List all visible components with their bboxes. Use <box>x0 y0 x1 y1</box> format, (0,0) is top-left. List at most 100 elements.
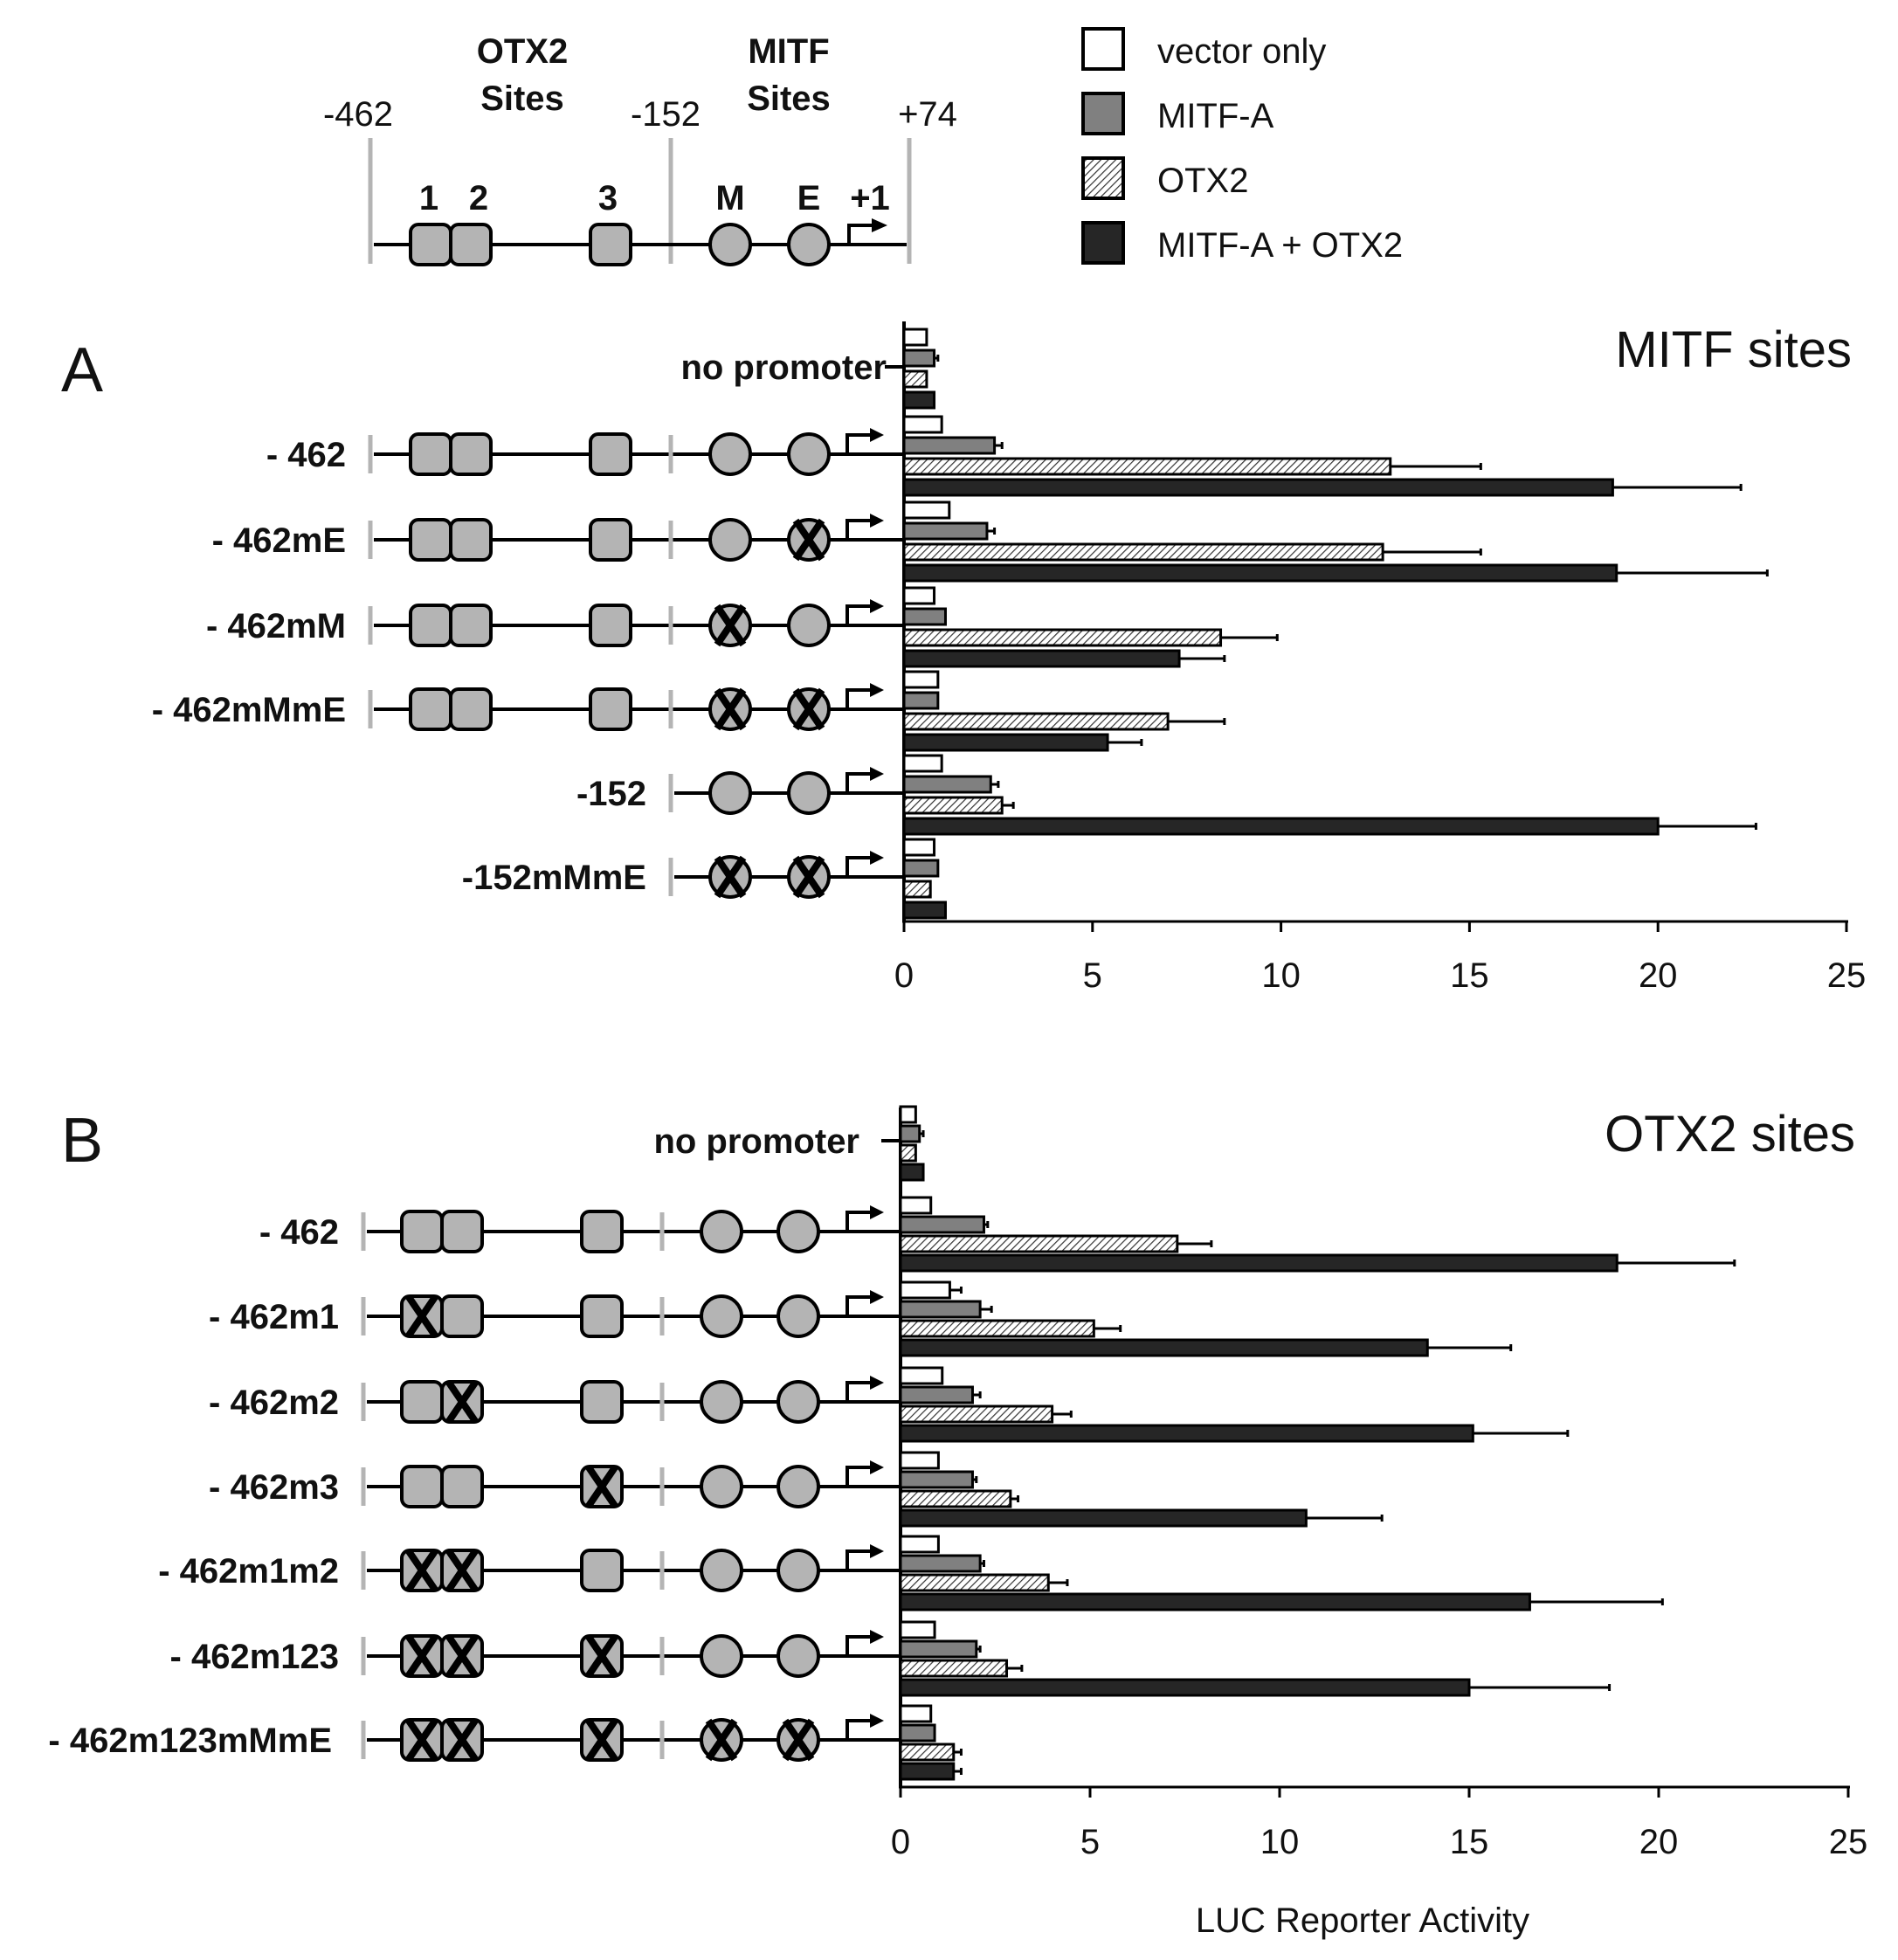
tss-arrow-icon <box>845 1466 877 1487</box>
tss-arrow-icon <box>845 1211 877 1232</box>
construct-label: - 462m1m2 <box>158 1552 339 1591</box>
mitf-site-m-circle <box>700 1380 743 1424</box>
construct-row: - 462m123 <box>170 1620 1612 1697</box>
otx2-site-2-box <box>449 604 493 647</box>
mitf-site-e-circle <box>776 1634 820 1678</box>
tss-arrow-icon <box>845 688 877 709</box>
bar-2 <box>902 607 947 626</box>
bar-1 <box>902 670 940 689</box>
tss-arrow-icon <box>845 1719 877 1740</box>
mitf-site-m-x-mark <box>714 604 747 647</box>
tss-arrowhead-icon <box>870 767 884 781</box>
construct-row: -152mMmE <box>462 838 947 920</box>
bar-1 <box>899 1105 917 1124</box>
site-2-label: 2 <box>469 179 488 217</box>
otx2-site-3-box <box>589 687 632 731</box>
tss-arrowhead-icon <box>870 1290 884 1304</box>
construct-label: - 462 <box>266 436 346 474</box>
otx2-site-3-box <box>589 432 632 476</box>
bar-1 <box>899 1620 936 1639</box>
mitf-site-m-x-mark <box>714 855 747 899</box>
mitf-site-e-circle <box>787 432 831 476</box>
mitf-site-m-circle <box>700 1549 743 1592</box>
construct-label: -152mMmE <box>462 859 646 897</box>
x-tick-label-10: 10 <box>1260 1823 1300 1861</box>
bar-1 <box>902 500 951 520</box>
construct-row: -152 <box>576 754 1757 836</box>
construct-label: - 462m123mMmE <box>48 1722 332 1760</box>
bar-2 <box>899 1723 936 1743</box>
bar-4 <box>899 1678 1471 1697</box>
construct-label: - 462 <box>259 1213 339 1252</box>
bar-2 <box>902 521 989 541</box>
bar-1 <box>899 1451 940 1470</box>
otx2-site-2-box <box>449 687 493 731</box>
panel-letter: B <box>61 1106 103 1176</box>
construct-row: - 462m123mMmE <box>48 1704 963 1781</box>
bar-4 <box>902 563 1618 583</box>
otx2-site-2-box <box>449 432 493 476</box>
bar-2 <box>902 436 997 455</box>
otx2-site-3-x-mark <box>585 1718 618 1762</box>
mitf-site-e-circle <box>787 604 831 647</box>
x-tick-label-5: 5 <box>1083 956 1102 995</box>
bar-4 <box>899 1592 1531 1611</box>
bar-1 <box>899 1535 940 1554</box>
otx2-site-1-box <box>400 1210 444 1253</box>
x-tick-label-0: 0 <box>894 956 914 995</box>
otx2-site-1-x-mark <box>405 1634 438 1678</box>
otx2-site-1-box <box>409 223 452 266</box>
construct-row: no promoter <box>653 1105 925 1182</box>
construct-label: - 462m123 <box>170 1638 339 1676</box>
bar-2 <box>899 1124 921 1143</box>
otx2-site-3-box <box>589 223 632 266</box>
x-axis-label: LUC Reporter Activity <box>1196 1901 1529 1940</box>
site-3-label: 3 <box>598 179 618 217</box>
bar-3 <box>899 1489 1012 1508</box>
otx2-site-2-x-mark <box>445 1718 479 1762</box>
bar-1 <box>902 328 928 347</box>
construct-row: - 462m2 <box>209 1366 1570 1443</box>
legend-label-2: OTX2 <box>1157 162 1248 200</box>
bar-1 <box>899 1366 944 1385</box>
otx2-sites-title-line1: OTX2 <box>477 32 568 71</box>
legend-swatch-3 <box>1081 221 1125 265</box>
mitf-site-e-x-mark <box>792 855 825 899</box>
mitf-site-m-circle <box>700 1465 743 1508</box>
otx2-site-3-x-mark <box>585 1634 618 1678</box>
bar-4 <box>899 1163 925 1182</box>
mitf-site-m-circle <box>700 1210 743 1253</box>
otx2-site-3-box <box>589 604 632 647</box>
bar-2 <box>902 691 940 710</box>
bar-3 <box>899 1404 1054 1424</box>
mitf-m-site-circle <box>708 223 752 266</box>
construct-row: - 462mM <box>206 586 1279 668</box>
panel-b: B OTX2 sites 0 5 10 15 20 25 no promoter - 462 - 4… <box>48 1105 1867 1861</box>
mitf-sites-title-line1: MITF <box>748 32 829 71</box>
legend-swatch-0 <box>1081 27 1125 71</box>
bar-4 <box>899 1253 1618 1273</box>
site-1-label: 1 <box>419 179 438 217</box>
bar-4 <box>902 478 1614 497</box>
tss-arrow-icon <box>845 1295 877 1316</box>
x-tick-label-15: 15 <box>1450 1823 1489 1861</box>
bar-3 <box>899 1319 1095 1338</box>
otx2-site-3-box <box>580 1210 624 1253</box>
bar-4 <box>902 390 936 410</box>
bar-4 <box>902 733 1109 752</box>
otx2-site-2-box <box>449 518 493 562</box>
tss-arrowhead-icon <box>870 1460 884 1474</box>
panel-title: MITF sites <box>1615 321 1852 378</box>
mitf-sites-title-line2: Sites <box>747 79 831 118</box>
otx2-site-3-box <box>580 1380 624 1424</box>
otx2-site-1-box <box>409 518 452 562</box>
tss-arrowhead-icon <box>870 851 884 865</box>
legend-label-1: MITF-A <box>1157 97 1274 135</box>
mitf-site-e-x-mark <box>792 518 825 562</box>
tss-arrow-icon <box>845 604 877 625</box>
bar-3 <box>902 796 1004 815</box>
tss-arrowhead-icon <box>870 1630 884 1644</box>
otx2-site-2-box <box>449 223 493 266</box>
construct-label: -152 <box>576 775 646 813</box>
